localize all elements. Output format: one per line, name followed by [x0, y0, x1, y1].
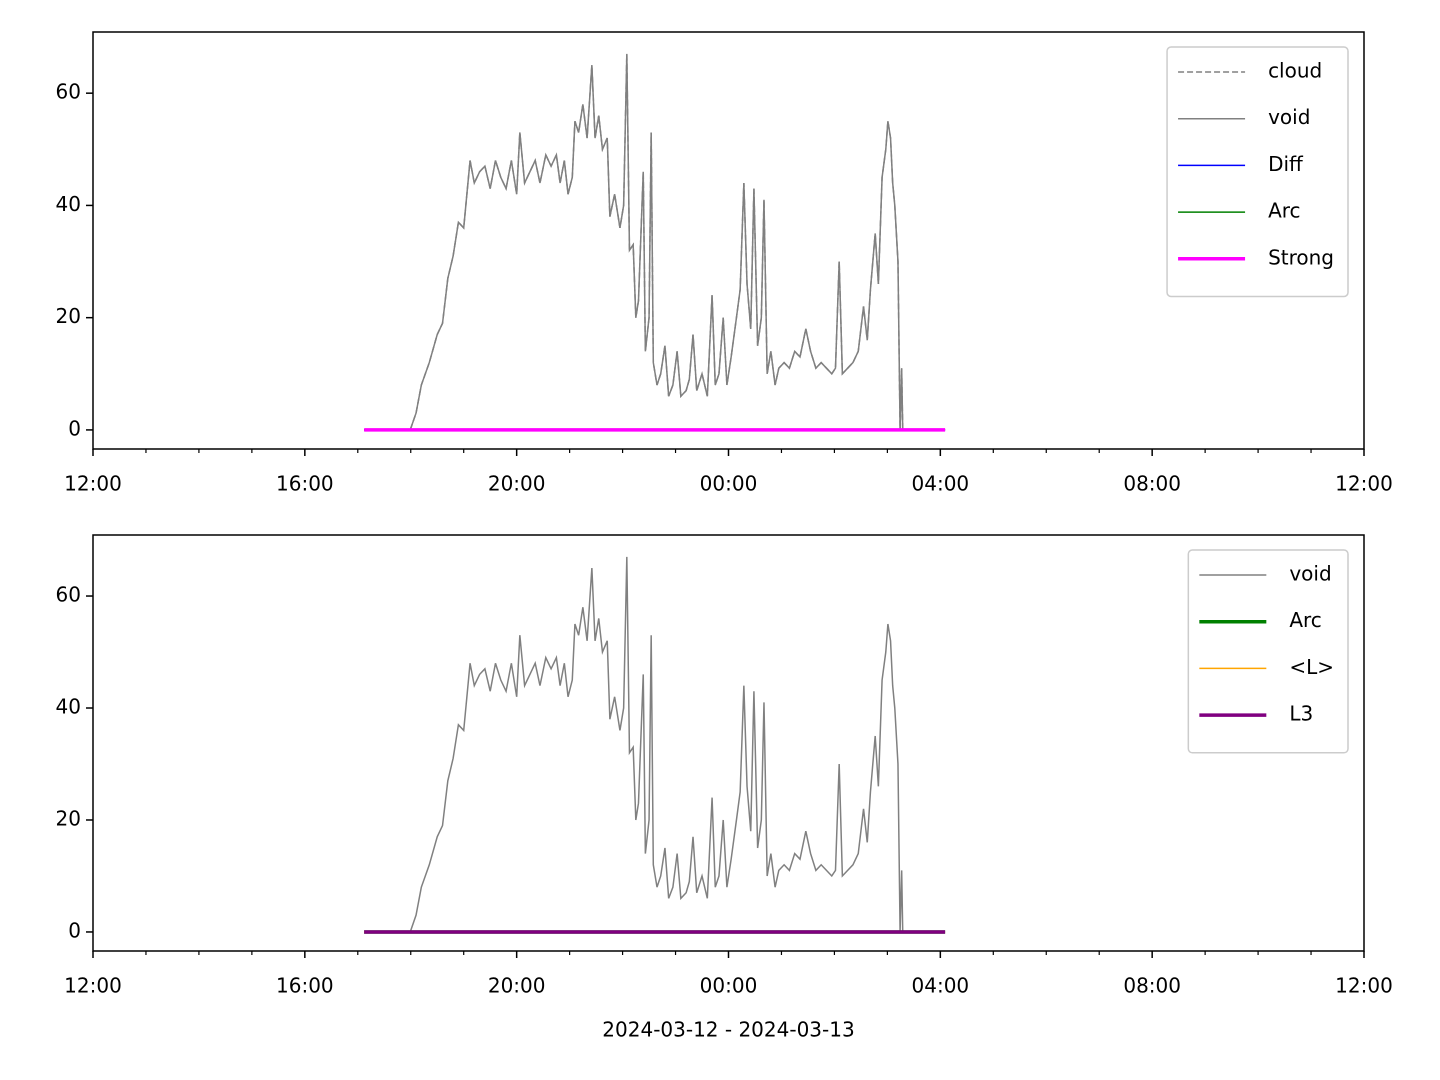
- series-line: [409, 556, 904, 933]
- x-tick-label: 00:00: [700, 472, 758, 496]
- x-tick-label: 00:00: [700, 974, 758, 998]
- x-tick-label: 20:00: [488, 974, 546, 998]
- x-tick-label: 12:00: [1335, 974, 1393, 998]
- x-tick-label: 16:00: [276, 974, 334, 998]
- x-tick-label: 16:00: [276, 472, 334, 496]
- y-tick-label: 20: [56, 806, 81, 830]
- x-tick-label: 08:00: [1123, 472, 1181, 496]
- legend-frame: [1187, 549, 1349, 754]
- y-tick-label: 20: [56, 304, 81, 328]
- x-tick-label: 04:00: [912, 974, 970, 998]
- legend-label: <L>: [1289, 655, 1334, 679]
- series-line: [409, 53, 904, 431]
- legend: void Arc <L> L3: [1187, 549, 1349, 754]
- legend-label: void: [1289, 562, 1331, 586]
- y-tick-label: 0: [68, 918, 81, 942]
- legend: cloud void Diff Arc Strong: [1166, 46, 1349, 298]
- axes: 12:00 16:00 20:00 00:00 04:00 08:00 12:00 0 20 40…: [56, 31, 1393, 496]
- x-tick-label: 12:00: [1335, 472, 1393, 496]
- axes-frame: [92, 534, 1365, 952]
- y-tick-label: 40: [56, 192, 81, 216]
- legend-label: Arc: [1289, 608, 1321, 632]
- x-tick-label: 12:00: [64, 472, 122, 496]
- y-tick-label: 60: [56, 583, 81, 607]
- legend-label: cloud: [1268, 59, 1322, 83]
- legend-label: void: [1268, 105, 1310, 129]
- y-tick-label: 40: [56, 695, 81, 719]
- y-tick-label: 0: [68, 416, 81, 440]
- series-line: [409, 53, 904, 431]
- x-tick-label: 12:00: [64, 974, 122, 998]
- x-axis-label: 2024-03-12 - 2024-03-13: [602, 1018, 854, 1042]
- x-tick-label: 08:00: [1123, 974, 1181, 998]
- x-tick-label: 04:00: [912, 472, 970, 496]
- axes: 12:00 16:00 20:00 00:00 04:00 08:00 12:00 0 20 40…: [56, 534, 1393, 1042]
- legend-label: Diff: [1268, 152, 1304, 176]
- legend-frame: [1166, 46, 1349, 298]
- legend-label: Strong: [1268, 245, 1334, 269]
- legend-label: L3: [1289, 702, 1313, 726]
- y-tick-label: 60: [56, 80, 81, 104]
- x-tick-label: 20:00: [488, 472, 546, 496]
- legend-label: Arc: [1268, 199, 1300, 223]
